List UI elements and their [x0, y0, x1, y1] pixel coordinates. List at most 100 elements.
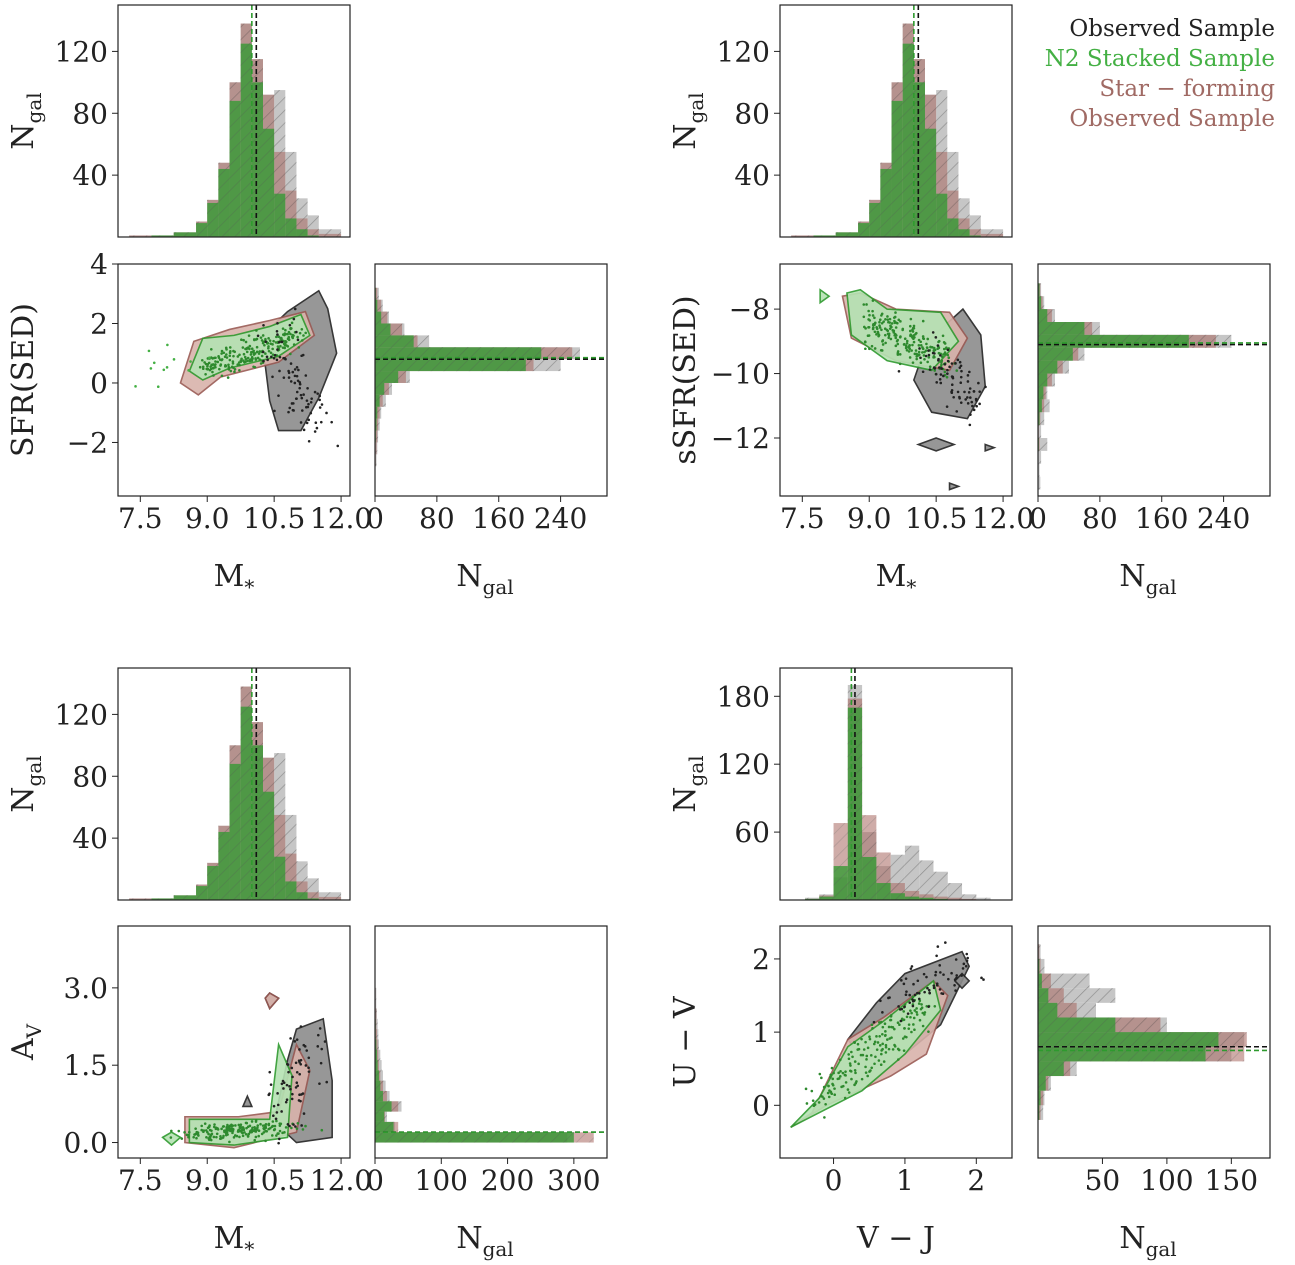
data-point: [316, 392, 319, 395]
bar-stacked-hatch-9: [925, 128, 937, 237]
bar-stacked-hatch-5: [218, 168, 230, 237]
bar-stacked-hatch-10: [936, 193, 948, 237]
data-point: [236, 355, 240, 358]
data-point: [961, 967, 965, 970]
data-point: [921, 319, 925, 323]
bar-stacked-hatch-8: [251, 82, 263, 237]
data-point: [252, 365, 255, 369]
data-point: [884, 1045, 888, 1049]
data-point: [262, 1127, 265, 1130]
ytick-label-0: 60: [734, 816, 770, 849]
data-point: [899, 1019, 903, 1023]
y-axis-label-main: A: [6, 1038, 41, 1061]
data-point: [206, 1126, 210, 1130]
data-point: [294, 397, 298, 400]
data-point: [848, 1062, 852, 1065]
data-point: [294, 1125, 297, 1128]
data-point: [239, 360, 243, 364]
data-point: [877, 1059, 881, 1062]
data-point: [922, 337, 926, 341]
data-point: [927, 1005, 930, 1008]
data-point: [318, 1082, 321, 1085]
data-point: [886, 332, 890, 336]
bar-starforming-hatch-7: [904, 890, 920, 900]
data-point: [926, 360, 929, 364]
bar-stacked-hatch-5: [876, 883, 891, 900]
xtick-label-1: 100: [415, 1164, 468, 1197]
data-point: [919, 1007, 923, 1011]
data-point: [884, 318, 887, 321]
bar-stacked-hatch-13: [1038, 309, 1048, 322]
ytick-label-0: 0: [752, 1089, 770, 1122]
bar-observed-hatch-1: [1038, 463, 1040, 477]
data-point: [823, 1116, 826, 1119]
data-point: [911, 998, 914, 1001]
data-point: [924, 354, 928, 358]
data-point: [872, 1042, 876, 1046]
data-point: [300, 354, 303, 358]
data-point: [866, 334, 870, 338]
axes-frame: [1037, 263, 1271, 497]
data-point: [878, 1044, 882, 1047]
data-point: [316, 1033, 320, 1037]
data-point: [281, 1131, 284, 1135]
data-point: [946, 353, 950, 357]
data-point: [915, 991, 919, 995]
data-point: [921, 370, 925, 374]
data-point: [231, 1124, 235, 1127]
y-axis-label-main: SFR(SED): [6, 303, 41, 457]
data-point: [896, 1021, 900, 1025]
data-point: [207, 1138, 211, 1142]
data-point: [894, 326, 898, 329]
data-point: [266, 342, 269, 345]
data-point: [268, 1070, 272, 1074]
data-point: [954, 989, 957, 992]
data-point: [911, 330, 915, 333]
data-point: [247, 1132, 251, 1136]
data-point: [917, 1002, 921, 1005]
data-point: [898, 1023, 901, 1027]
bar-stacked-hatch-1: [813, 235, 836, 237]
data-point: [200, 1124, 204, 1128]
data-point: [165, 366, 169, 369]
data-point: [223, 1129, 226, 1132]
data-point: [922, 972, 926, 976]
data-point: [202, 1130, 205, 1133]
data-point: [209, 365, 212, 368]
data-point: [226, 376, 230, 379]
bar-observed-hatch-13: [307, 878, 319, 900]
data-point: [264, 340, 268, 344]
x-axis-label: Ngal: [1119, 1221, 1176, 1261]
bar-stacked-hatch-7: [904, 896, 920, 900]
data-point: [294, 1061, 298, 1065]
data-point: [982, 978, 985, 981]
data-point: [299, 1058, 303, 1062]
data-point: [261, 334, 265, 337]
data-point: [288, 323, 292, 327]
contour-stacked-0: [188, 1041, 293, 1146]
data-point: [932, 986, 936, 990]
data-point: [878, 1021, 881, 1024]
data-point: [916, 979, 920, 983]
data-point: [905, 1015, 909, 1019]
data-point: [169, 1136, 173, 1139]
data-point: [256, 356, 260, 360]
bar-starforming-hatch-10: [947, 897, 963, 900]
data-point: [218, 367, 221, 371]
data-point: [261, 1124, 265, 1127]
data-point: [237, 1123, 241, 1127]
bar-stacked-hatch-2: [173, 232, 197, 237]
data-point: [275, 335, 278, 339]
data-point: [299, 1025, 303, 1028]
y-axis-label-main: N: [668, 786, 703, 812]
data-point: [971, 404, 974, 408]
data-point: [268, 339, 272, 342]
data-point: [866, 1074, 869, 1078]
data-point: [891, 1026, 895, 1029]
data-point: [275, 1111, 279, 1114]
data-point: [941, 355, 944, 359]
data-point: [958, 366, 962, 369]
data-point: [870, 1023, 874, 1027]
data-point: [292, 343, 296, 346]
bar-stacked-hatch-7: [1038, 386, 1044, 400]
